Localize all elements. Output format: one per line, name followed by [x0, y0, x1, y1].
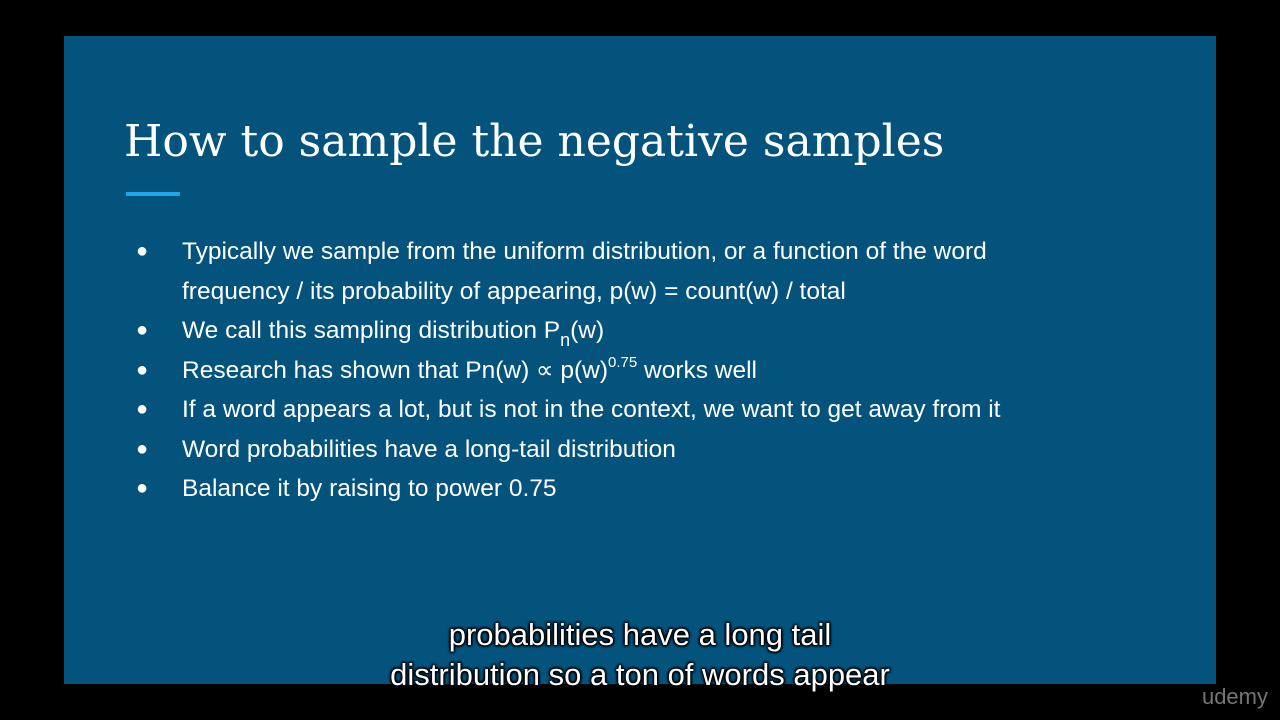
- title-accent-bar: [126, 192, 180, 196]
- bullet-text-line2: frequency / its probability of appearing…: [182, 277, 846, 305]
- bullet-dot-icon: ●: [136, 358, 149, 381]
- bullet-text-line1: Typically we sample from the uniform dis…: [182, 238, 987, 265]
- bullet-text: Research has shown that Pn(w) ∝ p(w): [182, 356, 608, 384]
- caption-line1: probabilities have a long tail: [448, 617, 832, 652]
- bullet-item: ● If a word appears a lot, but is not in…: [134, 390, 1194, 430]
- slide: How to sample the negative samples ● Typ…: [64, 36, 1216, 684]
- subtitle-captions: probabilities have a long tail distribut…: [0, 615, 1280, 695]
- bullet-item: ● We call this sampling distribution Pn(…: [134, 311, 1194, 351]
- bullet-item: ● Research has shown that Pn(w) ∝ p(w)0.…: [134, 351, 1194, 391]
- bullet-text: If a word appears a lot, but is not in t…: [182, 396, 1001, 423]
- subscript: n: [560, 330, 571, 350]
- bullet-text: Balance it by raising to power 0.75: [182, 475, 557, 502]
- bullet-item: ● Word probabilities have a long-tail di…: [134, 430, 1194, 470]
- bullet-dot-icon: ●: [136, 319, 149, 341]
- bullet-item: ● Balance it by raising to power 0.75: [134, 469, 1194, 509]
- bullet-text: Word probabilities have a long-tail dist…: [182, 435, 676, 463]
- udemy-watermark-logo: udemy: [1201, 684, 1268, 709]
- bullet-dot-icon: ●: [136, 398, 149, 420]
- superscript: 0.75: [608, 353, 638, 371]
- bullet-item: ● Typically we sample from the uniform d…: [134, 232, 1194, 311]
- bullet-text-end: works well: [637, 356, 757, 384]
- slide-title: How to sample the negative samples: [124, 116, 945, 167]
- bullet-text-end: (w): [570, 317, 605, 344]
- bullet-dot-icon: ●: [136, 437, 149, 460]
- bullet-dot-icon: ●: [136, 240, 149, 262]
- bullet-list: ● Typically we sample from the uniform d…: [134, 232, 1194, 509]
- caption-line2: distribution so a ton of words appear: [390, 657, 890, 692]
- bullet-dot-icon: ●: [136, 477, 149, 499]
- bullet-text: We call this sampling distribution P: [182, 317, 561, 344]
